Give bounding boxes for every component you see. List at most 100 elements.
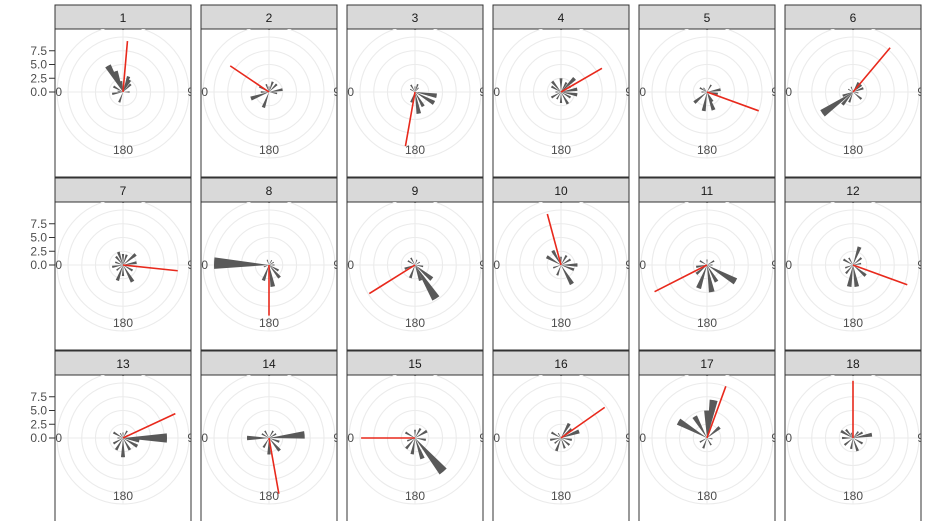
rose-bar: [840, 429, 853, 438]
facet-panel: 180 90 180 270: [784, 350, 931, 521]
facet-panel: 9 0 90 180 270: [346, 177, 484, 351]
angle-label: 90: [917, 258, 931, 272]
rose-bar: [415, 429, 428, 438]
rose-bar: [267, 438, 271, 455]
angle-label: 270: [480, 85, 500, 99]
rose-bar: [707, 260, 715, 265]
rose-bar: [843, 438, 853, 446]
angle-label: 270: [188, 258, 208, 272]
angle-label: 270: [480, 431, 500, 445]
rose-bar: [561, 87, 578, 92]
facet-inner: 0 90 180 270: [480, 365, 629, 505]
rose-bar: [262, 438, 269, 449]
rose-bar: [415, 259, 418, 265]
rose-bar: [706, 259, 708, 265]
angle-label: 180: [843, 316, 863, 330]
rose-bar: [676, 418, 707, 438]
rose-bar: [123, 430, 128, 438]
rose-bar: [692, 415, 707, 438]
facet-strip-label: 4: [558, 11, 565, 25]
rose-bar: [842, 92, 853, 97]
rose-bar: [409, 88, 415, 92]
mean-direction-line: [122, 40, 129, 93]
rose-bar: [849, 438, 853, 449]
rose-bar: [853, 87, 864, 92]
angle-label: 270: [42, 431, 62, 445]
angle-label: 270: [334, 431, 354, 445]
angle-label: 270: [772, 258, 792, 272]
rose-bar: [269, 265, 276, 287]
rose-bar: [707, 265, 738, 285]
facet-panel: 40 90 180 270: [480, 4, 630, 178]
facet-strip: [638, 177, 776, 203]
facet-inner: 0 90 180 270: [201, 19, 347, 159]
angle-label: 0: [266, 19, 273, 33]
rose-bar: [853, 92, 859, 94]
rose-bar: [260, 91, 269, 93]
facet-panel: 60 90 180 270: [772, 4, 922, 178]
facet-panel: 170 90 180 270: [638, 350, 776, 521]
facet-inner: 0 90 180 270: [42, 375, 191, 505]
rose-bar: [707, 88, 721, 92]
rose-bar: [269, 431, 305, 439]
angle-label: 270: [772, 85, 792, 99]
facet-strip: [638, 350, 776, 376]
rose-bar: [853, 431, 864, 438]
rose-bar: [261, 433, 269, 438]
rose-bar: [554, 438, 561, 444]
rose-bar: [410, 257, 415, 265]
rose-bar: [559, 92, 563, 104]
angle-label: 180: [551, 143, 571, 157]
facet-inner: 0 90 180 270: [639, 375, 775, 505]
angle-label: 0: [558, 365, 565, 379]
rose-bar: [112, 431, 123, 438]
rose-bar: [118, 92, 123, 103]
rose-bar: [116, 265, 123, 271]
rose-bar: [112, 92, 123, 96]
rose-bar: [410, 438, 415, 455]
facet-inner: 0 90 180 270: [347, 202, 483, 332]
mean-direction-line: [560, 67, 603, 93]
rose-bar: [841, 92, 853, 106]
facet-strip-label: 12: [846, 184, 860, 198]
rose-bar: [404, 431, 415, 438]
rose-bar: [696, 265, 707, 290]
rose-bar: [269, 438, 280, 443]
mean-direction-line: [706, 91, 759, 112]
rose-bar: [853, 262, 862, 265]
angle-label: 90: [917, 431, 931, 445]
rose-bar: [269, 83, 278, 92]
facet-inner: 0 90 180 270: [201, 375, 337, 505]
rose-bar: [269, 259, 273, 265]
rose-bar: [701, 92, 707, 112]
facet-inner: 0 90 180 270: [772, 29, 921, 159]
angle-label: 90: [333, 85, 347, 99]
rose-bar: [269, 265, 280, 272]
rose-bar: [550, 431, 561, 438]
facet-strip: [492, 4, 630, 30]
rose-bar: [853, 246, 862, 265]
rose-bar: [561, 254, 568, 265]
rose-bar: [553, 265, 561, 269]
rose-bar: [853, 432, 873, 438]
angle-label: 90: [771, 85, 785, 99]
facet-inner: 0 90 180 270: [785, 375, 931, 505]
rose-bar: [699, 87, 707, 92]
mean-direction-line: [268, 437, 280, 494]
angle-label: 0: [704, 192, 711, 206]
r-tick-label: 0.0: [30, 431, 47, 445]
angle-label: 0: [120, 19, 127, 33]
mean-direction-line: [122, 412, 176, 439]
angle-label: 180: [113, 316, 133, 330]
r-tick-label: 0.0: [30, 85, 47, 99]
facet-strip-label: 9: [412, 184, 419, 198]
angle-label: 270: [626, 258, 646, 272]
rose-bar: [117, 90, 123, 92]
rose-bar: [551, 249, 561, 265]
rose-bar: [561, 258, 572, 265]
facet-panel: 30 90 180 270: [346, 4, 484, 178]
rose-bar: [554, 438, 561, 452]
angle-label: 180: [113, 489, 133, 503]
angle-label: 180: [259, 316, 279, 330]
